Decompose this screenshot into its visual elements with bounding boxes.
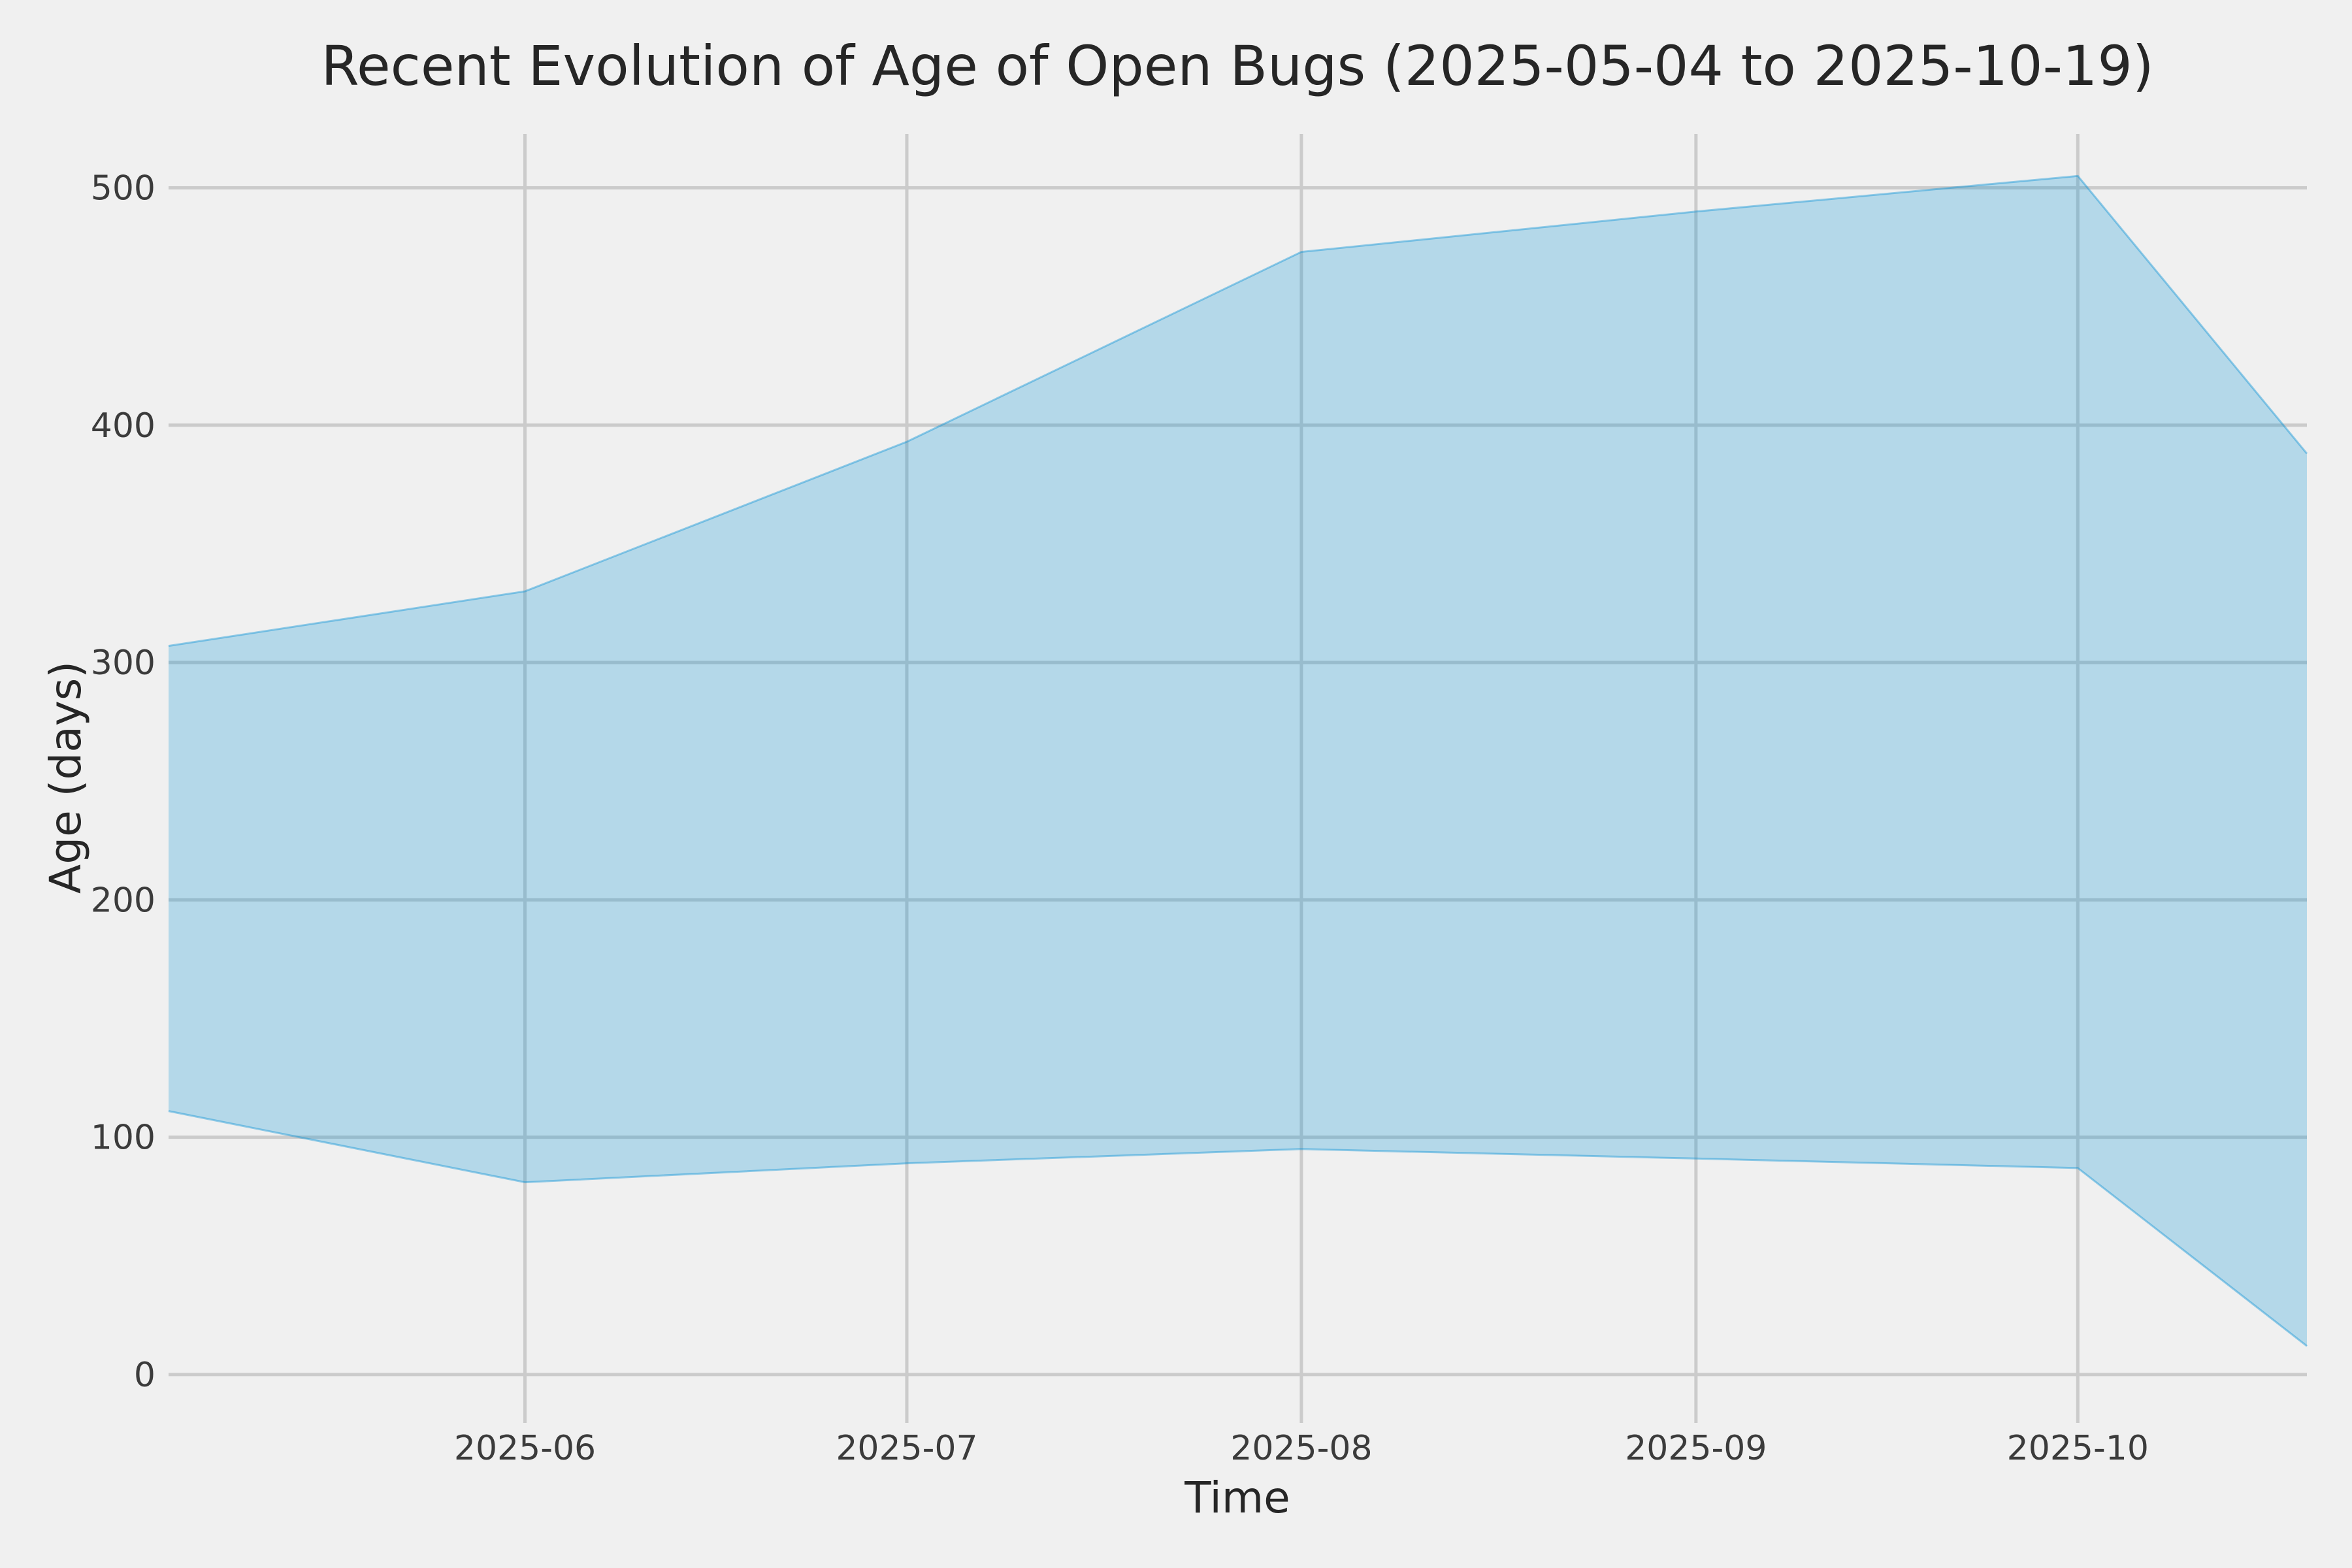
tick-labels: 0 100 200 300 400 500 2025-06 2025-07 2025-08 202… [91,169,2149,1468]
y-tick-label: 300 [91,644,155,683]
y-tick-label: 100 [91,1119,155,1158]
y-tick-label: 0 [134,1356,155,1395]
x-axis-label: Time [1184,1473,1290,1523]
x-tick-label: 2025-06 [454,1429,596,1468]
y-tick-label: 400 [91,406,155,446]
band-lower-edge [168,1110,2308,1347]
x-tick-label: 2025-10 [2007,1429,2149,1468]
y-tick-label: 200 [91,881,155,920]
y-axis-label: Age (days) [41,661,91,894]
x-tick-label: 2025-08 [1230,1429,1372,1468]
grid-lines [169,134,2307,1423]
band-fill [169,176,2307,1347]
x-tick-label: 2025-09 [1625,1429,1767,1468]
x-tick-label: 2025-07 [836,1429,977,1468]
band-upper-edge [168,174,2308,647]
confidence-band [168,174,2308,1347]
y-tick-label: 500 [91,169,155,208]
chart-title: Recent Evolution of Age of Open Bugs (20… [321,34,2153,98]
